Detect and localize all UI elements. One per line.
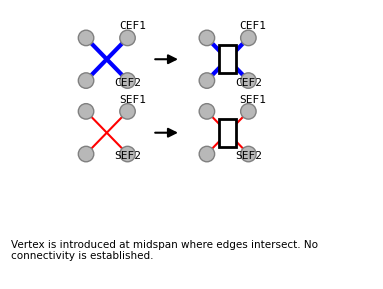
Text: SEF1: SEF1 xyxy=(119,95,146,105)
Circle shape xyxy=(120,104,135,119)
Circle shape xyxy=(78,30,94,46)
Text: CEF2: CEF2 xyxy=(115,78,141,88)
Text: Vertex is introduced at midspan where edges intersect. No
connectivity is establ: Vertex is introduced at midspan where ed… xyxy=(11,240,319,262)
Circle shape xyxy=(241,146,256,162)
Circle shape xyxy=(199,146,214,162)
Circle shape xyxy=(241,73,256,88)
Circle shape xyxy=(120,73,135,88)
Text: SEF2: SEF2 xyxy=(115,151,141,161)
Circle shape xyxy=(120,146,135,162)
Circle shape xyxy=(78,104,94,119)
Text: SEF2: SEF2 xyxy=(235,151,262,161)
Circle shape xyxy=(199,104,214,119)
Bar xyxy=(219,119,236,147)
Circle shape xyxy=(120,30,135,46)
Text: SEF1: SEF1 xyxy=(239,95,266,105)
Text: CEF2: CEF2 xyxy=(235,78,262,88)
Circle shape xyxy=(241,30,256,46)
Circle shape xyxy=(78,146,94,162)
Text: CEF1: CEF1 xyxy=(239,21,266,31)
Circle shape xyxy=(199,73,214,88)
Circle shape xyxy=(241,104,256,119)
Bar xyxy=(219,45,236,73)
Text: CEF1: CEF1 xyxy=(119,21,146,31)
Circle shape xyxy=(78,73,94,88)
Circle shape xyxy=(199,30,214,46)
